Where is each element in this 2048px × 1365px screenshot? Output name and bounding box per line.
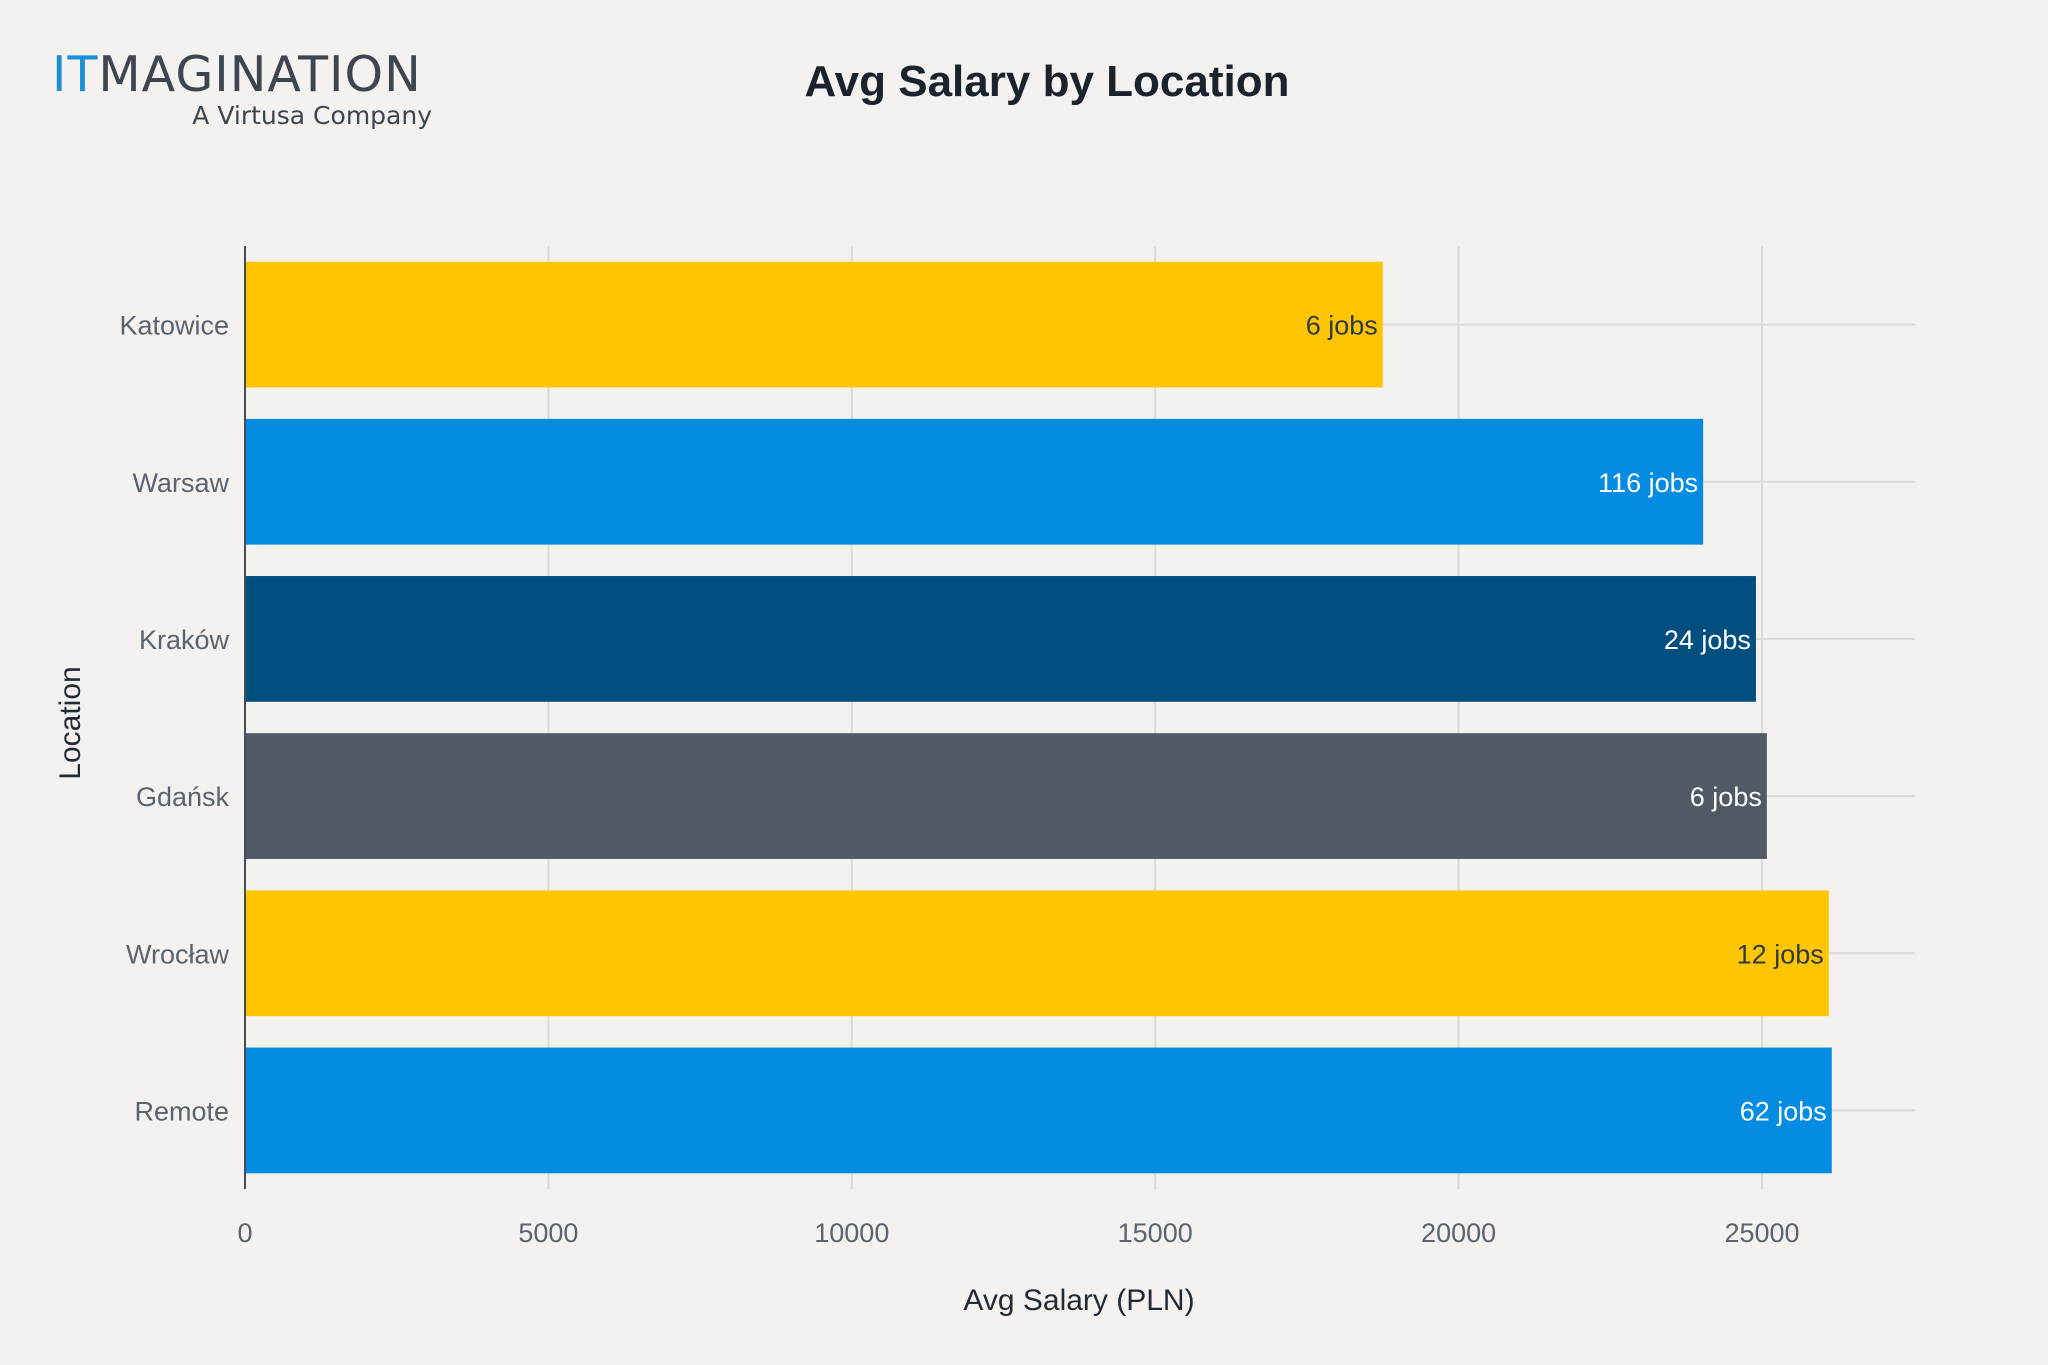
y-axis-title: Location [54, 666, 87, 779]
y-tick-label: Remote [134, 1096, 229, 1126]
y-tick-label: Gdańsk [136, 782, 230, 812]
bar-data-label: 6 jobs [1690, 782, 1762, 812]
bar-data-label: 12 jobs [1737, 939, 1824, 969]
y-tick-label: Kraków [139, 625, 230, 655]
chart-title: Avg Salary by Location [805, 57, 1290, 106]
x-tick-label: 20000 [1421, 1218, 1496, 1248]
logo-tagline: A Virtusa Company [192, 101, 432, 130]
y-tick-label: Warsaw [132, 468, 229, 498]
bar [245, 261, 1383, 388]
x-axis-title: Avg Salary (PLN) [963, 1284, 1194, 1317]
logo-wordmark-main: MAGINATION [98, 46, 422, 103]
bar [245, 1047, 1832, 1174]
y-tick-label: Wrocław [126, 939, 230, 969]
company-logo: ITMAGINATION A Virtusa Company [52, 46, 432, 136]
logo-wordmark: ITMAGINATION [52, 46, 422, 104]
bar [245, 890, 1829, 1017]
x-tick-label: 5000 [518, 1218, 578, 1248]
bars [245, 261, 1832, 1174]
x-tick-label: 25000 [1724, 1218, 1799, 1248]
bar [245, 576, 1756, 702]
bar [245, 733, 1767, 859]
bar [245, 418, 1704, 545]
logo-wordmark-accent: IT [52, 46, 99, 103]
bar-data-label: 116 jobs [1598, 468, 1698, 498]
y-tick-label: Katowice [119, 311, 229, 341]
bar-data-label: 24 jobs [1664, 625, 1751, 655]
bar-data-label: 62 jobs [1740, 1096, 1827, 1126]
x-tick-label: 0 [237, 1218, 252, 1248]
bar-data-label: 6 jobs [1306, 311, 1378, 341]
x-tick-label: 15000 [1118, 1218, 1193, 1248]
labels: 0 5000 10000 15000 20000 25000 Katowice 6 jobs W… [119, 311, 1826, 1248]
x-tick-label: 10000 [814, 1218, 889, 1248]
